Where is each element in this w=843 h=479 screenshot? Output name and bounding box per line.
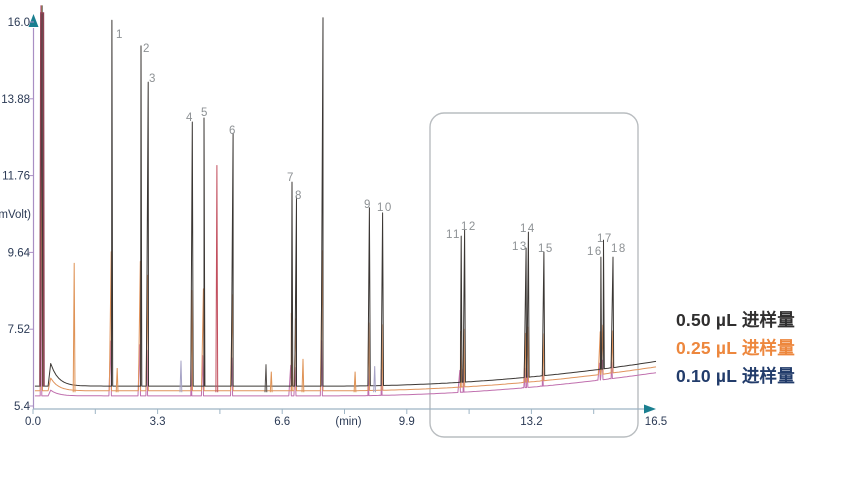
peak-label-5: 5 <box>201 107 209 119</box>
peak-label-8: 8 <box>295 190 303 202</box>
peak-label-3: 3 <box>149 73 157 85</box>
y-tick-label: 7.52 <box>8 324 30 336</box>
minor-spike <box>264 364 268 393</box>
legend-item-0.25uL: 0.25 µL 进样量 <box>676 338 795 358</box>
series-trace-2 <box>34 5 657 397</box>
x-tick-label: 13.2 <box>520 416 542 428</box>
legend-item-0.10uL: 0.10 µL 进样量 <box>676 366 795 386</box>
peak-label-9: 9 <box>364 199 372 211</box>
peak-label-10: 10 <box>377 202 393 214</box>
solvent-peak <box>39 12 45 387</box>
peak-label-7: 7 <box>287 172 295 184</box>
series-trace-1 <box>34 5 657 392</box>
y-axis-title: (mVolt) <box>0 209 31 221</box>
y-tick-label: 5.4 <box>14 401 31 413</box>
y-tick-label: 16.0 <box>8 17 30 29</box>
minor-spike <box>373 366 376 393</box>
x-tick-label: 0.0 <box>25 416 41 428</box>
minor-spike <box>269 371 273 393</box>
minor-spike <box>301 358 305 393</box>
minor-spike <box>179 360 183 393</box>
peak-label-6: 6 <box>229 125 237 137</box>
y-tick-label: 11.76 <box>2 171 30 183</box>
peak-label-1: 1 <box>116 29 124 41</box>
minor-spike <box>353 371 357 393</box>
minor-spike <box>72 262 76 393</box>
x-tick-label: 3.3 <box>150 416 166 428</box>
peak-label-13: 13 <box>512 241 528 253</box>
x-axis-arrow-icon <box>644 404 656 414</box>
y-axis-arrow-icon <box>28 14 39 27</box>
legend-item-0.50uL: 0.50 µL 进样量 <box>676 310 795 330</box>
peak-label-4: 4 <box>186 112 194 124</box>
peak-label-11: 11 <box>446 229 461 241</box>
y-tick-label: 9.64 <box>8 247 31 259</box>
x-tick-label: 9.9 <box>399 416 415 428</box>
minor-spike <box>215 165 219 393</box>
legend: 0.50 µL 进样量 0.25 µL 进样量 0.10 µL 进样量 <box>676 306 795 390</box>
y-tick-label: 13.88 <box>1 94 30 106</box>
x-tick-label: 16.5 <box>645 416 667 428</box>
highlight-box <box>429 112 639 438</box>
peak-label-14: 14 <box>520 223 536 235</box>
peak-label-16: 16 <box>587 246 603 258</box>
peak-label-12: 12 <box>461 221 477 233</box>
peak-label-2: 2 <box>143 43 151 55</box>
x-axis-title: (min) <box>335 416 361 428</box>
minor-spike <box>115 367 119 393</box>
series-trace-0 <box>34 5 657 387</box>
peak-label-18: 18 <box>611 243 627 255</box>
peak-label-17: 17 <box>597 233 613 245</box>
peak-label-15: 15 <box>538 243 554 255</box>
x-tick-label: 6.6 <box>274 416 290 428</box>
